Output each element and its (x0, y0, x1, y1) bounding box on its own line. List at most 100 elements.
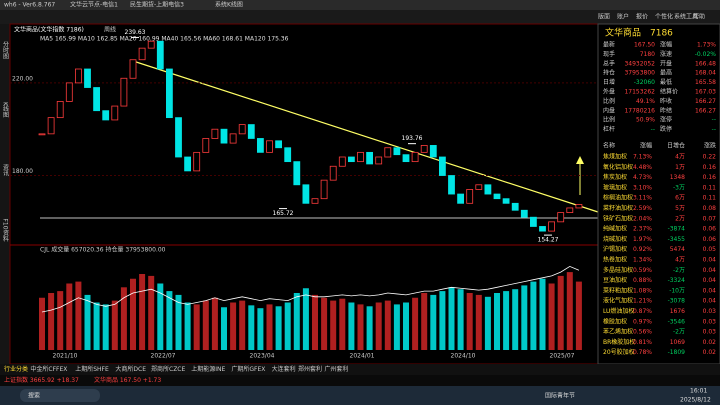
search-text[interactable]: 搜索 (28, 392, 40, 400)
tab[interactable]: 大连套利 (272, 365, 296, 373)
sidebar-tab[interactable]: 资讯 (2, 163, 9, 177)
board-cell: 1.08% (633, 287, 652, 294)
sidebar-tab[interactable]: 分时图 (2, 40, 9, 60)
board-cell: 1.97% (633, 236, 652, 243)
board-cell[interactable]: 棕榈油加权 (603, 194, 633, 202)
quote-label: 内盘 (603, 106, 615, 114)
board-cell: 0.04 (703, 267, 717, 274)
sidebar-tab[interactable]: F10资料 (2, 218, 9, 242)
news[interactable]: 国际青年节 (545, 392, 575, 400)
board-cell[interactable]: BR橡胶加权 (603, 338, 635, 346)
board-cell[interactable]: 菜籽粕加权 (603, 286, 633, 294)
menu-bar (0, 10, 720, 24)
board-cell[interactable]: 烧碱加权 (603, 235, 627, 243)
menu-item[interactable]: 账户 (617, 13, 629, 21)
menu-item[interactable]: 帮助 (693, 13, 705, 21)
tab[interactable]: 广州套利 (324, 365, 348, 373)
volume-bar (202, 300, 209, 350)
tab[interactable]: 郑州套利 (298, 365, 322, 373)
board-cell: 0.08 (703, 205, 717, 212)
board-cell[interactable]: 纯碱加权 (603, 225, 627, 233)
candle (466, 189, 474, 204)
quote-label: 最高 (660, 69, 672, 77)
board-cell[interactable]: LU燃油加权 (603, 307, 634, 315)
candle (138, 47, 146, 61)
tab-bar (0, 364, 720, 375)
tab[interactable]: 大商所DCE (115, 365, 146, 373)
quote-value: -- (712, 117, 716, 124)
sidebar-tab[interactable]: K线图 (2, 102, 9, 119)
board-cell[interactable]: 20号胶加权 (603, 348, 635, 356)
menu-item[interactable]: 版面 (598, 13, 610, 21)
quote-label: 涨停 (660, 116, 672, 124)
menu-item[interactable]: 个性化 (655, 13, 673, 21)
board-cell: 5474 (670, 246, 685, 253)
candle (184, 156, 192, 172)
board-cell[interactable]: 沪锡加权 (603, 245, 627, 253)
tab[interactable]: 上期所SHFE (75, 365, 109, 373)
candle (56, 101, 64, 119)
x-tick-label: 2022/07 (151, 353, 176, 360)
volume-bar (330, 300, 337, 350)
board-cell[interactable]: 热卷加权 (603, 256, 627, 264)
candle (293, 161, 301, 186)
board-cell: -3546 (668, 318, 686, 325)
quote-label: 跌停 (660, 125, 672, 133)
volume-bar (530, 281, 537, 350)
quote-value: 17153262 (624, 89, 655, 96)
board-cell: 4.73% (633, 174, 652, 181)
board-cell[interactable]: 菜籽油加权 (603, 204, 633, 212)
volume-bar (412, 297, 419, 350)
menu-item[interactable]: 报价 (636, 13, 648, 21)
tab[interactable]: 行业分类 (4, 365, 28, 373)
board-cell: 0.03 (703, 308, 717, 315)
x-tick-label: 2025/07 (550, 353, 575, 360)
quote-value: 1.73% (697, 42, 716, 49)
board-cell[interactable]: 玻璃加权 (603, 183, 627, 191)
board-cell: 4.48% (633, 164, 652, 171)
quote-label: 比例 (603, 97, 615, 105)
search-box[interactable] (20, 389, 100, 402)
menu-item[interactable]: 系统工具 (674, 13, 698, 21)
candle (202, 138, 210, 153)
board-cell[interactable]: 液化气加权 (603, 297, 633, 305)
quote-value: 34932052 (624, 60, 655, 67)
tab[interactable]: 广期所GFEX (231, 365, 265, 373)
candle (320, 179, 328, 200)
tab[interactable]: 上期能源INE (191, 365, 225, 373)
tab[interactable]: 中金所CFFEX (30, 365, 67, 373)
candle (47, 117, 55, 135)
board-cell[interactable]: 焦炭加权 (603, 173, 627, 181)
volume-bar (548, 283, 555, 350)
board-cell: 0.02 (703, 339, 717, 346)
volume-bar (130, 278, 136, 350)
volume-bar (403, 302, 409, 350)
board-cell: 0.04 (703, 287, 717, 294)
volume-bar (384, 300, 391, 350)
tab[interactable]: 郑商所CZCE (151, 365, 185, 373)
board-cell: 0.04 (703, 257, 717, 264)
board-cell[interactable]: 豆油加权 (603, 276, 627, 284)
board-cell: -1809 (668, 349, 686, 356)
board-cell[interactable]: 多晶硅加权 (603, 266, 633, 274)
quote-label: 日增 (603, 78, 615, 86)
candle (84, 68, 91, 88)
board-cell: 0.03 (703, 318, 717, 325)
board-cell[interactable]: 橡胶加权 (603, 317, 627, 325)
volume-bar (48, 293, 55, 350)
volume-bar (93, 302, 100, 350)
candle (438, 156, 446, 176)
quote-label: 外盘 (603, 88, 615, 96)
candle (420, 145, 428, 153)
board-cell[interactable]: 氧化铝加权 (603, 163, 633, 171)
clock-time: 16:01 (690, 388, 707, 395)
board-cell[interactable]: 苯乙烯加权 (603, 328, 633, 336)
node: 文华云节点-电信1 (70, 1, 118, 9)
board-cell[interactable]: 焦煤加权 (603, 153, 627, 161)
candle (102, 110, 110, 121)
board-cell[interactable]: 铁矿石加权 (603, 214, 633, 222)
board-cell: 0.88% (633, 277, 652, 284)
volume-bar (239, 300, 246, 350)
volume-bar (566, 272, 573, 350)
volume-bar (257, 308, 264, 350)
